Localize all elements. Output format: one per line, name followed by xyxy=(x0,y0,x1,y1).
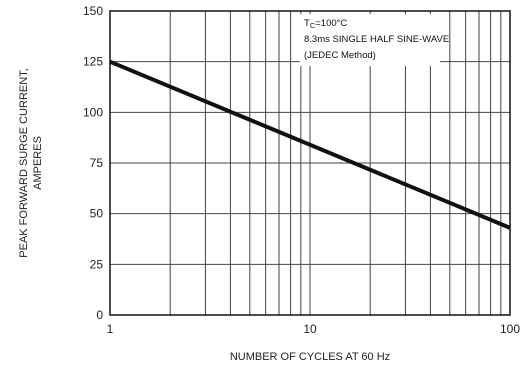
annotation: TC=100°C 8.3ms SINGLE HALF SINE-WAVE (JE… xyxy=(300,14,449,66)
y-tick-label: 0 xyxy=(96,308,103,322)
y-axis-label: PEAK FORWARD SURGE CURRENT, AMPERES xyxy=(18,68,44,257)
x-tick-label: 1 xyxy=(107,322,114,336)
annotation-line-1: TC=100°C xyxy=(304,18,347,30)
annotation-line-3: (JEDEC Method) xyxy=(304,50,376,61)
y-axis-label-line-1: PEAK FORWARD SURGE CURRENT, xyxy=(18,68,30,257)
x-tick-label: 10 xyxy=(303,322,317,336)
y-tick-label: 100 xyxy=(83,105,103,119)
plot-frame xyxy=(109,10,511,316)
series-group xyxy=(109,59,511,230)
x-tick-labels: 1 10 100 xyxy=(107,322,521,336)
y-axis-label-line-2: AMPERES xyxy=(32,136,44,190)
y-tick-label: 75 xyxy=(90,156,104,170)
y-tick-label: 25 xyxy=(90,257,104,271)
y-tick-labels: 0 25 50 75 100 125 150 xyxy=(83,4,103,322)
x-axis-label: NUMBER OF CYCLES AT 60 Hz xyxy=(230,351,390,363)
annotation-box xyxy=(300,14,440,66)
annotation-line-2: 8.3ms SINGLE HALF SINE-WAVE xyxy=(304,34,449,45)
series-line xyxy=(109,59,511,230)
y-tick-label: 150 xyxy=(83,4,103,18)
y-tick-label: 125 xyxy=(83,55,103,69)
y-tick-label: 50 xyxy=(90,207,104,221)
x-tick-label: 100 xyxy=(500,322,520,336)
